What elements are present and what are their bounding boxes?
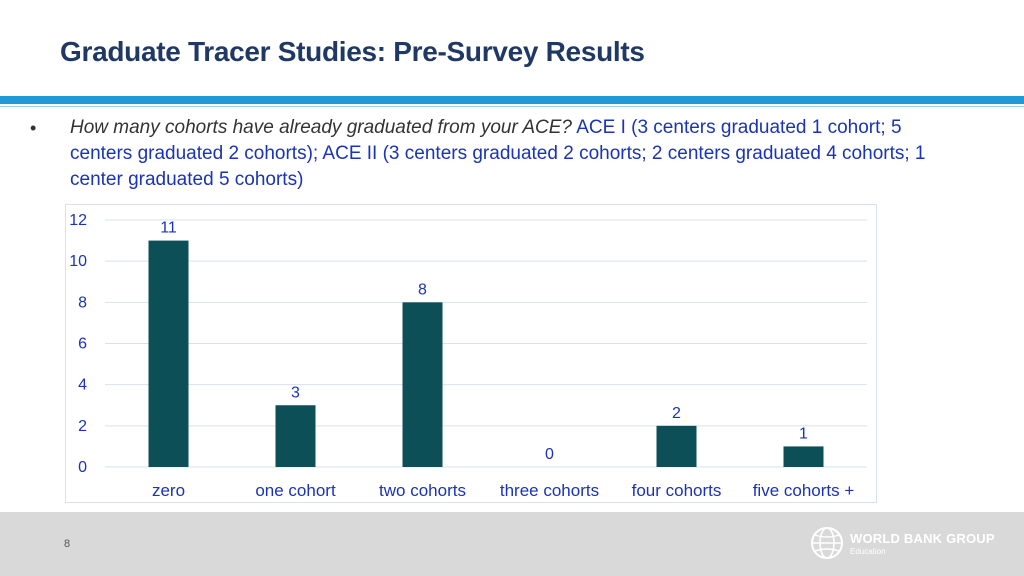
title-accent-line: [0, 106, 1024, 107]
data-label: 0: [545, 446, 554, 463]
y-tick-label: 8: [78, 294, 87, 311]
page-number: 8: [64, 538, 71, 550]
logo-name: WORLD BANK GROUP: [850, 530, 995, 546]
bar: [656, 425, 697, 467]
bar: [783, 446, 824, 467]
y-tick-label: 4: [78, 377, 87, 394]
survey-answer: ACE I (3 centers graduated 1 cohort; 5 c…: [70, 117, 926, 190]
y-tick-label: 2: [78, 418, 87, 435]
x-category-label: four cohorts: [632, 481, 722, 500]
world-bank-logo: WORLD BANK GROUP Education: [810, 526, 995, 560]
data-label: 1: [799, 425, 808, 442]
bullet-marker: •: [30, 118, 37, 138]
bullet-text: How many cohorts have already graduated …: [70, 115, 950, 193]
bar: [148, 240, 189, 467]
x-category-label: five cohorts +: [753, 481, 855, 500]
bar: [275, 405, 316, 467]
survey-question: How many cohorts have already graduated …: [70, 117, 572, 138]
y-tick-label: 6: [78, 336, 87, 353]
x-category-label: zero: [152, 481, 185, 500]
title-accent-bar: [0, 96, 1024, 104]
data-label: 8: [418, 281, 427, 298]
data-label: 2: [672, 405, 681, 422]
footer-band: [0, 512, 1024, 576]
y-tick-label: 12: [69, 212, 87, 229]
x-category-label: one cohort: [255, 481, 336, 500]
data-label: 3: [291, 384, 300, 401]
chart-frame: [65, 204, 877, 503]
bar: [402, 302, 443, 467]
data-label: 11: [160, 220, 177, 237]
logo-subtitle: Education: [850, 546, 886, 556]
y-tick-label: 10: [69, 253, 87, 270]
globe-icon: [811, 527, 843, 559]
x-category-label: two cohorts: [379, 481, 466, 500]
y-tick-label: 0: [78, 459, 87, 476]
x-category-label: three cohorts: [500, 481, 599, 500]
slide-title: Graduate Tracer Studies: Pre-Survey Resu…: [60, 36, 645, 67]
